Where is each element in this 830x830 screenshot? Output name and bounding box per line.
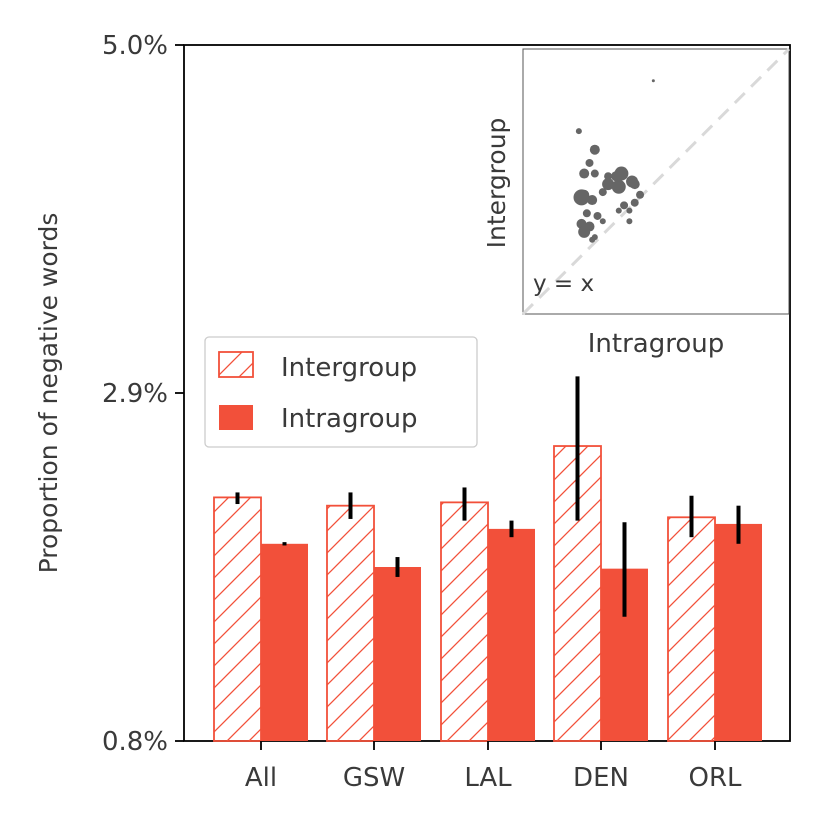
x-axis-ticks: All GSW LAL DEN ORL — [245, 741, 742, 793]
scatter-point — [593, 211, 602, 220]
x-tick-label: ORL — [688, 763, 742, 793]
y-axis-label: Proportion of negative words — [34, 213, 63, 574]
scatter-point — [604, 172, 613, 181]
scatter-point — [620, 201, 629, 210]
scatter-point — [579, 168, 590, 179]
scatter-point — [590, 169, 599, 178]
scatter-point — [589, 236, 596, 243]
bar-intergroup-gsw — [326, 504, 375, 742]
legend-swatch-intragroup — [219, 405, 253, 430]
inset-x-label: Intragroup — [588, 329, 724, 359]
bar-intragroup-lal — [488, 528, 535, 741]
scatter-point — [630, 198, 639, 207]
scatter-point — [602, 178, 615, 191]
scatter-point — [598, 188, 607, 197]
y-tick-label: 2.9% — [102, 379, 168, 409]
scatter-point — [611, 179, 626, 194]
scatter-point — [626, 207, 633, 214]
legend-label-intragroup: Intragroup — [281, 404, 417, 434]
bar-intergroup-lal — [440, 501, 489, 742]
scatter-point — [575, 128, 582, 135]
scatter-point — [626, 218, 633, 225]
scatter-point — [636, 190, 645, 199]
x-tick-label: GSW — [343, 763, 405, 793]
scatter-point — [599, 218, 606, 225]
bars — [213, 445, 762, 742]
bar-intragroup-orl — [715, 523, 762, 741]
inset-scatter: y = x Intergroup Intragroup — [482, 47, 791, 359]
scatter-point — [587, 195, 598, 206]
legend-frame — [204, 336, 478, 448]
bar-intragroup-all — [261, 543, 308, 741]
inset-points — [573, 79, 655, 243]
y-axis-ticks: 0.8% 2.9% 5.0% — [102, 31, 184, 757]
scatter-point — [651, 79, 655, 83]
inset-annotation: y = x — [533, 271, 594, 297]
scatter-point — [629, 179, 640, 190]
x-tick-label: LAL — [464, 763, 512, 793]
error-bars — [235, 376, 741, 617]
legend-swatch-intergroup — [218, 351, 254, 378]
legend: Intergroup Intragroup — [204, 336, 478, 448]
scatter-point — [615, 207, 622, 214]
inset-diagonal — [521, 47, 791, 316]
inset-y-label: Intergroup — [482, 118, 511, 249]
bar-intragroup-gsw — [374, 567, 421, 741]
scatter-point — [573, 189, 590, 206]
scatter-point — [614, 166, 629, 181]
scatter-point — [578, 225, 591, 238]
legend-label-intergroup: Intergroup — [281, 353, 417, 383]
x-tick-label: All — [245, 763, 277, 793]
y-tick-label: 0.8% — [102, 727, 168, 757]
y-tick-label: 5.0% — [102, 31, 168, 61]
scatter-point — [582, 209, 591, 218]
scatter-point — [589, 144, 600, 155]
bar-intergroup-orl — [667, 516, 716, 742]
bar-intergroup-all — [213, 496, 262, 742]
scatter-point — [585, 158, 594, 167]
x-tick-label: DEN — [573, 763, 629, 793]
